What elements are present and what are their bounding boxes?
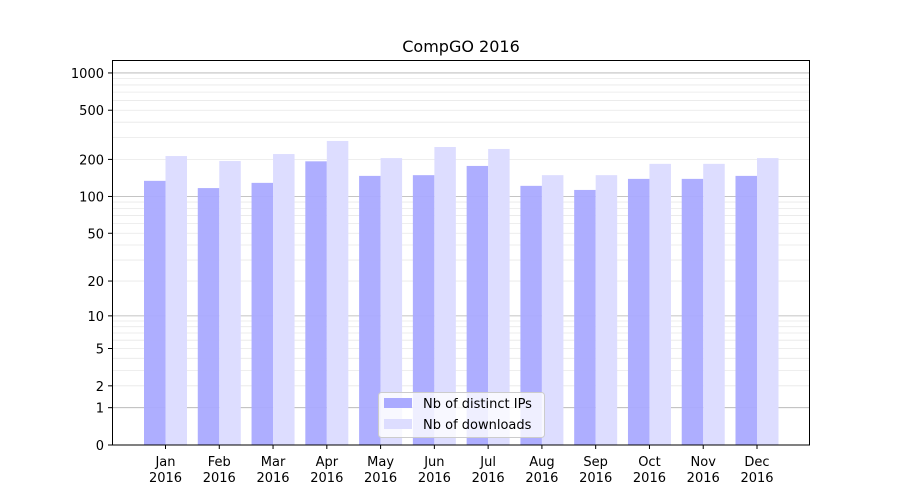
x-tick-label-year: 2016 (472, 471, 505, 486)
y-tick-label: 5 (96, 343, 104, 358)
legend-swatch-downloads (384, 419, 412, 429)
bar-downloads-nov (703, 163, 725, 445)
bar-distinct-ips-mar (251, 182, 274, 445)
bars (144, 140, 779, 446)
y-axis: 0 1 2 5 10 20 50 100 200 500 1000 (71, 67, 112, 454)
bar-downloads-may (380, 158, 403, 446)
legend: Nb of distinct IPs Nb of downloads (378, 392, 545, 438)
bar-distinct-ips-sep (574, 189, 596, 445)
x-tick-label-month: Mar (261, 455, 286, 470)
bar-downloads-apr (326, 140, 349, 445)
bar-downloads-oct (649, 163, 671, 445)
bar-distinct-ips-jun (412, 175, 435, 446)
x-axis: Jan2016Feb2016Mar2016Apr2016May2016Jun20… (149, 445, 774, 486)
bar-downloads-sep (595, 175, 618, 446)
legend-label-distinct-ips: Nb of distinct IPs (423, 397, 532, 412)
bar-distinct-ips-oct (627, 178, 650, 445)
x-tick-label-month: Oct (638, 455, 660, 470)
y-tick-label: 50 (87, 227, 104, 242)
bar-downloads-jul (488, 148, 510, 445)
x-tick-label-month: Jul (479, 455, 496, 470)
x-tick-label-month: Jan (154, 455, 175, 470)
bar-distinct-ips-dec (735, 175, 757, 445)
y-tick-label: 100 (79, 190, 104, 205)
x-tick-label-year: 2016 (310, 471, 343, 486)
bar-distinct-ips-nov (681, 178, 704, 445)
bar-downloads-jun (434, 147, 456, 445)
x-tick-label-month: Apr (316, 455, 339, 470)
x-tick-label-year: 2016 (525, 471, 558, 486)
legend-box (378, 392, 545, 438)
bar-downloads-jan (165, 156, 187, 445)
plot-frame (112, 60, 810, 446)
bar-distinct-ips-jan (144, 180, 166, 445)
x-tick-label-year: 2016 (579, 471, 612, 486)
chart-title: CompGO 2016 (402, 37, 520, 56)
x-tick-label-month: May (367, 455, 394, 470)
bar-distinct-ips-aug (520, 185, 542, 446)
x-tick-label-year: 2016 (418, 471, 451, 486)
y-tick-label: 200 (79, 153, 104, 168)
bar-distinct-ips-jul (466, 165, 489, 445)
y-tick-label: 2 (96, 380, 104, 395)
bar-downloads-aug (541, 175, 564, 446)
x-tick-label-year: 2016 (149, 471, 182, 486)
y-tick-label: 1000 (71, 67, 104, 82)
x-tick-label-month: Dec (744, 455, 769, 470)
y-tick-label: 0 (96, 439, 104, 454)
x-tick-label-year: 2016 (364, 471, 397, 486)
bar-distinct-ips-apr (305, 161, 327, 445)
x-tick-label-month: Aug (529, 455, 554, 470)
legend-label-downloads: Nb of downloads (423, 418, 532, 433)
x-tick-label-year: 2016 (687, 471, 720, 486)
x-tick-label-year: 2016 (633, 471, 666, 486)
y-tick-label: 1 (96, 402, 104, 417)
bar-downloads-mar (273, 154, 295, 445)
x-tick-label-year: 2016 (740, 471, 773, 486)
x-tick-label-month: Nov (691, 455, 717, 470)
x-tick-label-year: 2016 (203, 471, 236, 486)
y-tick-label: 10 (87, 310, 104, 325)
x-tick-label-month: Feb (208, 455, 231, 470)
bar-distinct-ips-may (359, 175, 381, 445)
x-tick-label-year: 2016 (256, 471, 289, 486)
y-tick-label: 500 (79, 104, 104, 119)
x-tick-label-month: Sep (583, 455, 608, 470)
legend-swatch-distinct-ips (384, 398, 412, 408)
bar-distinct-ips-feb (197, 188, 220, 446)
y-tick-label: 20 (87, 275, 104, 290)
bar-downloads-dec (757, 158, 779, 446)
x-tick-label-month: Jun (423, 455, 444, 470)
bar-downloads-feb (219, 161, 241, 445)
